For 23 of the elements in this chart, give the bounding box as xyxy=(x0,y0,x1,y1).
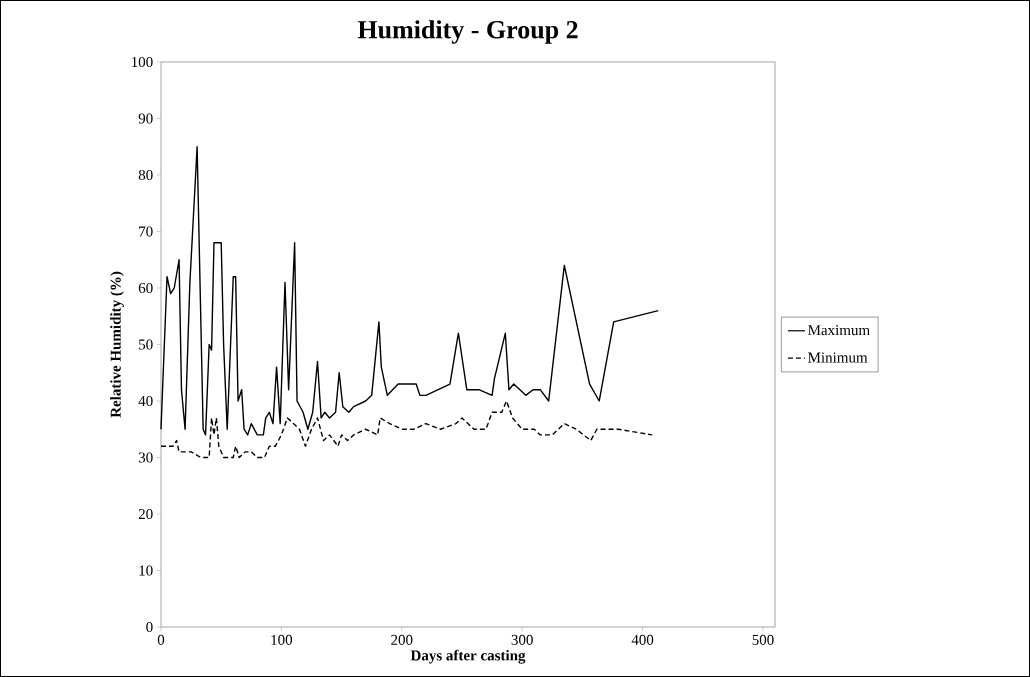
y-tick-label: 30 xyxy=(138,452,153,463)
y-axis-title: Relative Humidity (%) xyxy=(110,271,124,418)
x-tick-label: 500 xyxy=(752,634,774,645)
x-tick-label: 0 xyxy=(157,634,165,645)
y-tick-label: 0 xyxy=(146,621,153,633)
y-tick-label: 70 xyxy=(139,226,153,237)
y-tick-label: 60 xyxy=(138,282,153,294)
x-tick-label: 400 xyxy=(631,634,654,645)
x-axis-title: Days after casting xyxy=(410,649,526,664)
x-tick-label: 100 xyxy=(271,634,293,645)
x-tick-label: 300 xyxy=(511,634,533,645)
line-series xyxy=(160,400,653,459)
y-tick-label: 80 xyxy=(138,169,153,181)
legend-label: Maximum xyxy=(808,325,870,336)
x-tick-label: 200 xyxy=(391,634,413,645)
y-tick-label: 40 xyxy=(138,395,153,407)
y-tick-label: 10 xyxy=(139,565,153,576)
y-tick-label: 20 xyxy=(138,508,153,520)
y-tick-label: 90 xyxy=(138,113,153,124)
legend-label: Minimum xyxy=(808,352,868,363)
y-tick-label: 50 xyxy=(139,339,153,350)
y-tick-label: 100 xyxy=(132,56,153,68)
chart-title: Humidity - Group 2 xyxy=(357,20,578,44)
